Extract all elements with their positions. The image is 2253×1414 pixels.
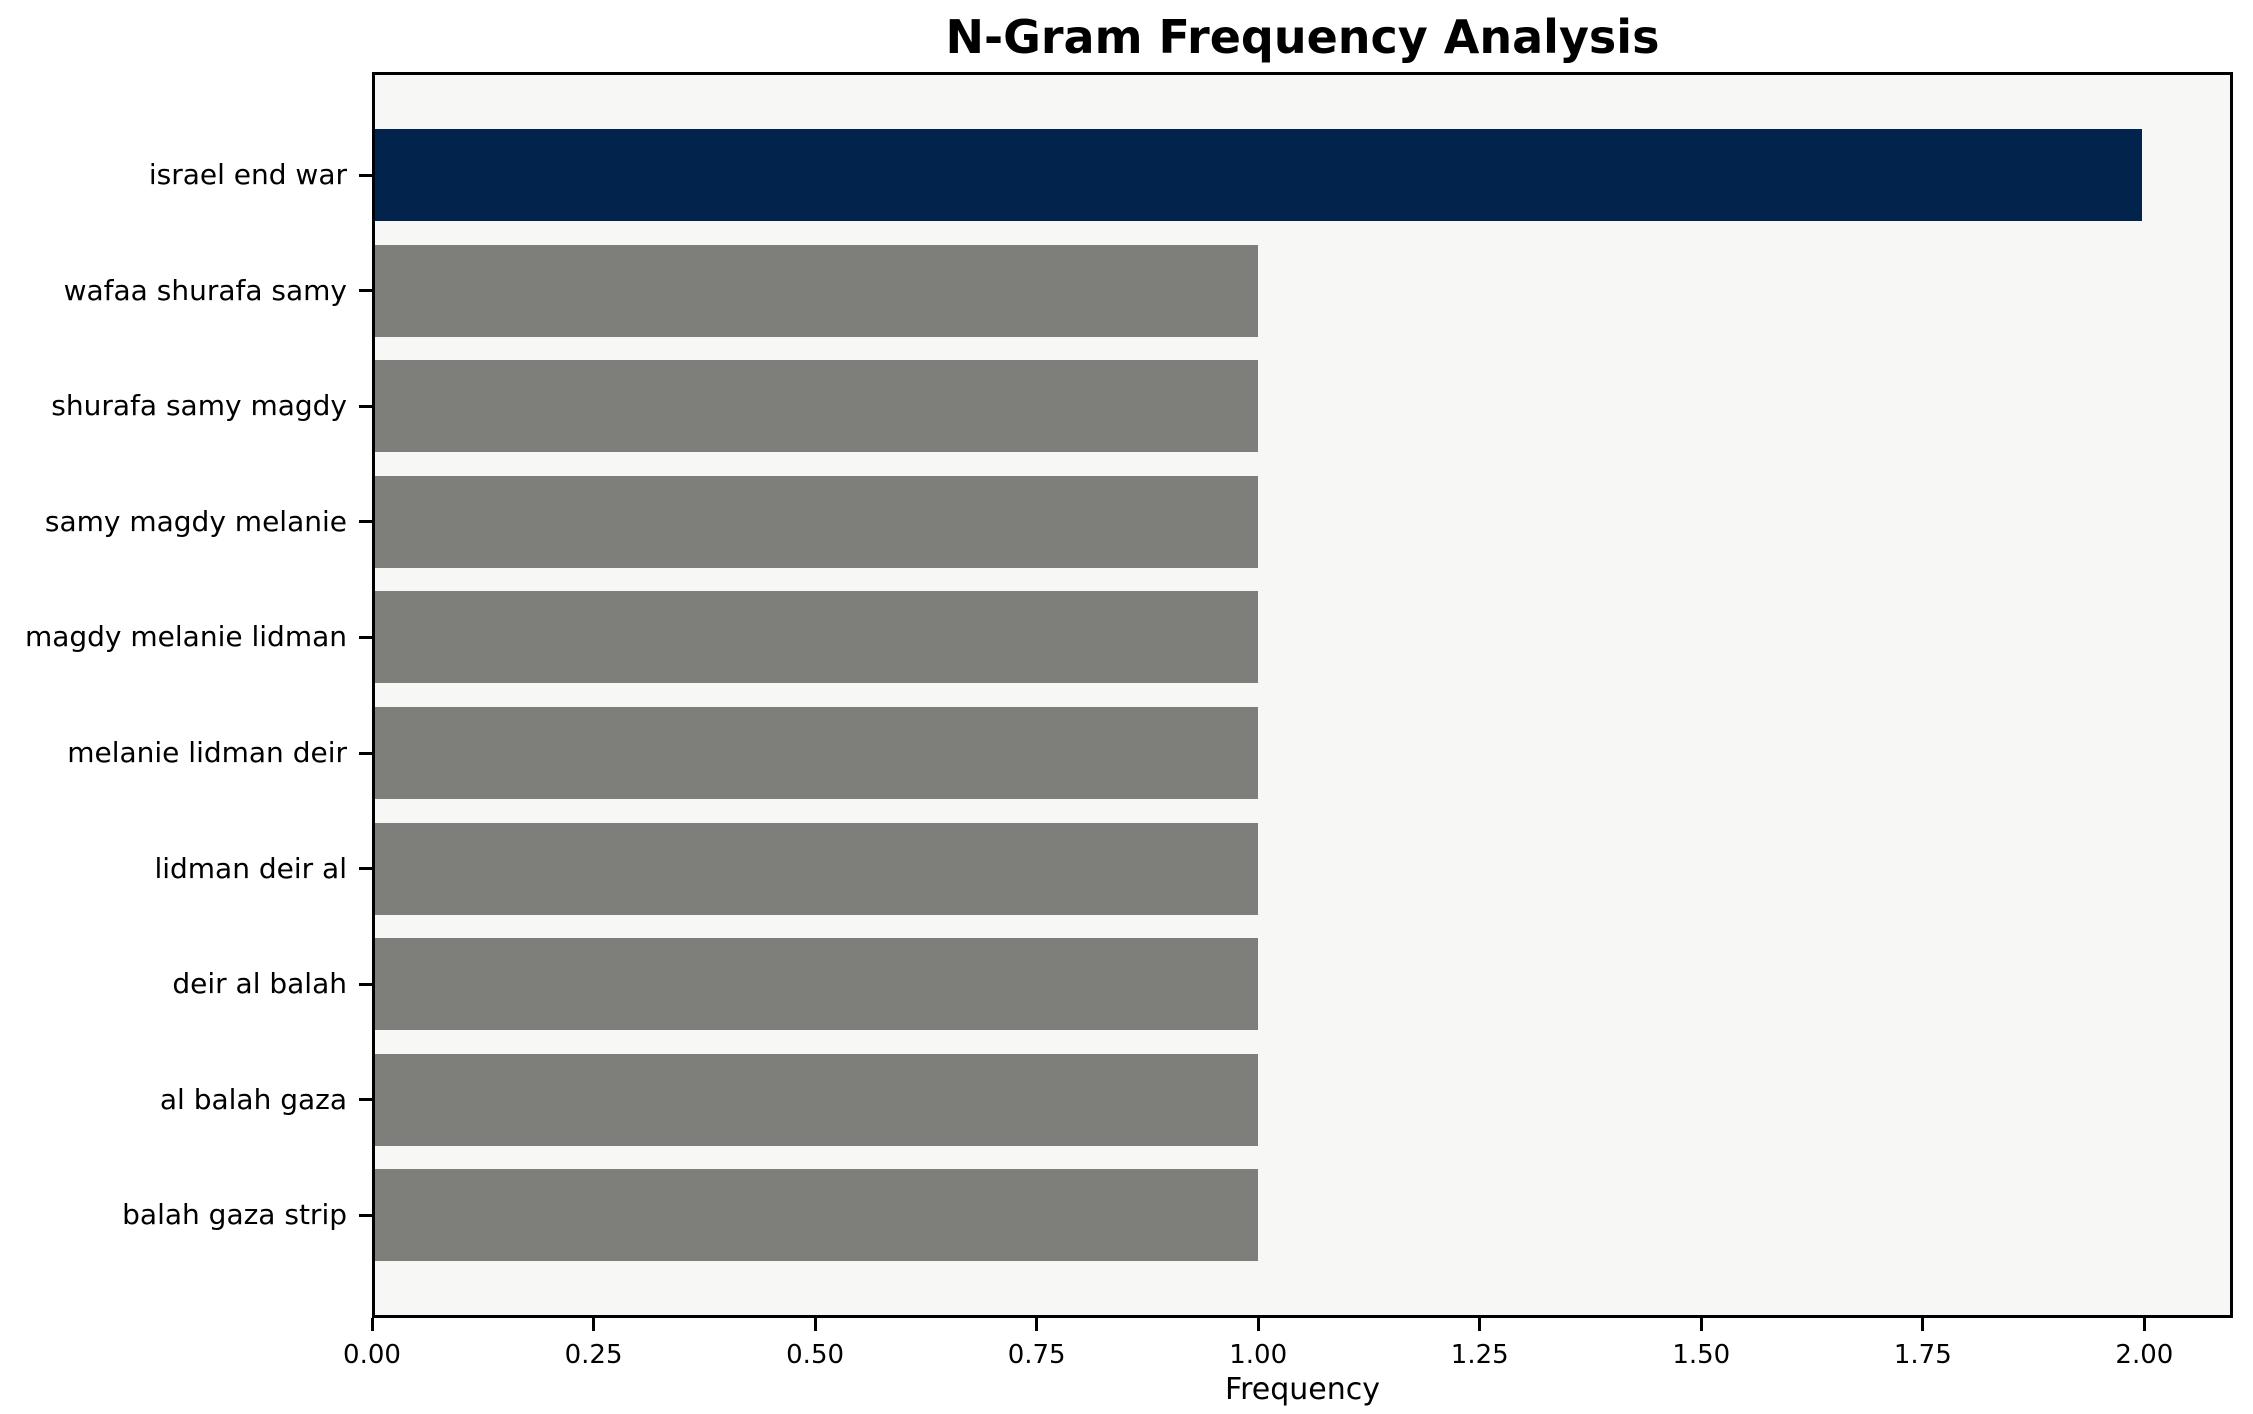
bar xyxy=(375,360,1259,453)
chart-title: N-Gram Frequency Analysis xyxy=(945,10,1660,64)
y-tick-label: lidman deir al xyxy=(154,851,347,885)
plot-area xyxy=(372,72,2233,1318)
y-tick-mark xyxy=(359,1098,372,1102)
x-axis-title: Frequency xyxy=(1225,1372,1380,1407)
y-tick-label: israel end war xyxy=(148,158,347,191)
x-tick-label: 0.00 xyxy=(343,1340,401,1370)
y-tick-label: al balah gaza xyxy=(159,1082,347,1116)
y-tick-mark xyxy=(359,404,372,408)
y-tick-label: balah gaza strip xyxy=(122,1198,347,1232)
x-tick-label: 1.25 xyxy=(1450,1340,1509,1370)
bar xyxy=(375,1053,1259,1146)
y-tick-mark xyxy=(359,982,372,986)
bar xyxy=(375,707,1259,799)
x-tick-mark xyxy=(1035,1318,1039,1331)
x-tick-mark xyxy=(1921,1318,1925,1331)
y-tick-label: shurafa samy magdy xyxy=(51,389,347,423)
y-tick-label: samy magdy melanie xyxy=(44,504,347,538)
y-tick-label: magdy melanie lidman xyxy=(24,620,347,654)
x-tick-label: 0.75 xyxy=(1007,1340,1066,1370)
x-tick-label: 1.50 xyxy=(1672,1340,1731,1370)
bar xyxy=(375,475,1259,568)
y-tick-mark xyxy=(359,173,372,177)
x-tick-label: 0.25 xyxy=(564,1340,623,1370)
x-tick-mark xyxy=(813,1318,817,1331)
y-tick-label: deir al balah xyxy=(172,967,347,1001)
bar xyxy=(375,244,1259,337)
bar xyxy=(375,591,1259,684)
y-tick-mark xyxy=(359,635,372,639)
y-tick-label: wafaa shurafa samy xyxy=(63,273,347,307)
x-tick-mark xyxy=(1256,1318,1260,1331)
y-tick-mark xyxy=(359,520,372,524)
x-tick-label: 1.75 xyxy=(1893,1340,1952,1370)
x-tick-label: 2.00 xyxy=(2115,1340,2174,1370)
y-tick-mark xyxy=(359,867,372,871)
bar xyxy=(375,822,1259,915)
x-tick-mark xyxy=(2142,1318,2146,1331)
x-tick-mark xyxy=(592,1318,596,1331)
y-tick-label: melanie lidman deir xyxy=(67,736,347,769)
x-tick-label: 1.00 xyxy=(1229,1340,1288,1370)
bar xyxy=(375,938,1259,1031)
x-tick-mark xyxy=(370,1318,374,1331)
y-tick-mark xyxy=(359,751,372,755)
bar xyxy=(375,129,2142,221)
y-tick-mark xyxy=(359,289,372,293)
x-tick-label: 0.50 xyxy=(786,1340,845,1370)
y-tick-mark xyxy=(359,1213,372,1217)
x-tick-mark xyxy=(1699,1318,1703,1331)
x-tick-mark xyxy=(1478,1318,1482,1331)
bar xyxy=(375,1169,1259,1262)
